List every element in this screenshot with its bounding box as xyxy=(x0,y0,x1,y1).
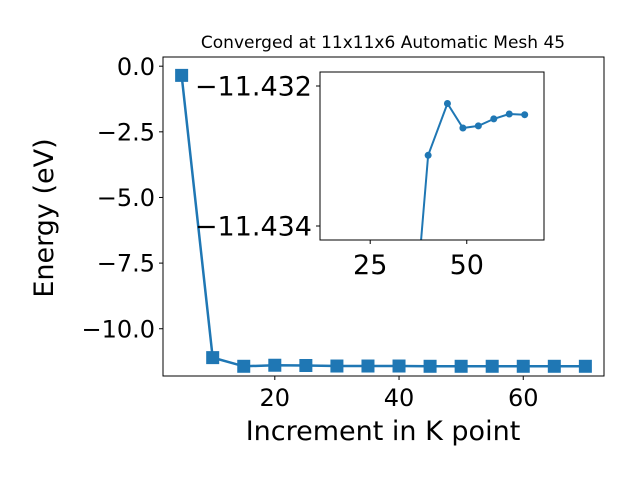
main-data-point xyxy=(206,351,220,365)
inset-y-tick-label: −11.432 xyxy=(195,72,312,103)
main-x-tick-label: 20 xyxy=(260,384,291,412)
main-data-point xyxy=(268,358,282,372)
main-data-point xyxy=(454,359,468,373)
main-data-point xyxy=(361,359,375,373)
main-x-tick-label: 60 xyxy=(508,384,539,412)
inset-frame xyxy=(319,71,545,241)
inset-data-point xyxy=(521,111,529,119)
main-data-point xyxy=(175,68,189,82)
main-data-point xyxy=(330,359,344,373)
main-y-tick-label: 0.0 xyxy=(117,53,155,81)
main-y-tick-label: −2.5 xyxy=(97,118,155,146)
inset-data-point xyxy=(505,110,513,118)
main-series xyxy=(175,68,592,373)
inset-data-point xyxy=(459,124,467,132)
chart-title: Converged at 11x11x6 Automatic Mesh 45 xyxy=(201,33,565,53)
main-y-tick-label: −10.0 xyxy=(81,315,155,343)
main-x-tick-label: 40 xyxy=(384,384,415,412)
main-data-point xyxy=(423,359,437,373)
main-data-point xyxy=(547,359,561,373)
main-frame xyxy=(162,56,605,377)
main-data-point xyxy=(299,358,313,372)
main-data-point xyxy=(578,359,592,373)
inset-series xyxy=(420,100,529,240)
x-axis-label: Increment in K point xyxy=(246,416,521,447)
main-data-point xyxy=(516,359,530,373)
inset-x-tick-label: 50 xyxy=(450,250,484,281)
inset-data-point xyxy=(443,100,451,107)
inset-data-point xyxy=(490,115,498,123)
inset-background xyxy=(320,72,544,240)
main-data-point xyxy=(392,359,406,373)
inset-data-point xyxy=(474,122,482,130)
main-y-tick-label: −5.0 xyxy=(97,184,155,212)
inset-x-tick-label: 25 xyxy=(353,250,387,281)
main-data-point xyxy=(485,359,499,373)
inset-data-point xyxy=(424,151,432,159)
inset-plot: 25 50 −11.434 −11.432 xyxy=(195,71,545,281)
inset-y-tick-label: −11.434 xyxy=(195,212,312,243)
main-data-point xyxy=(237,359,251,373)
main-y-tick-label: −7.5 xyxy=(97,250,155,278)
y-axis-label: Energy (eV) xyxy=(29,138,60,297)
